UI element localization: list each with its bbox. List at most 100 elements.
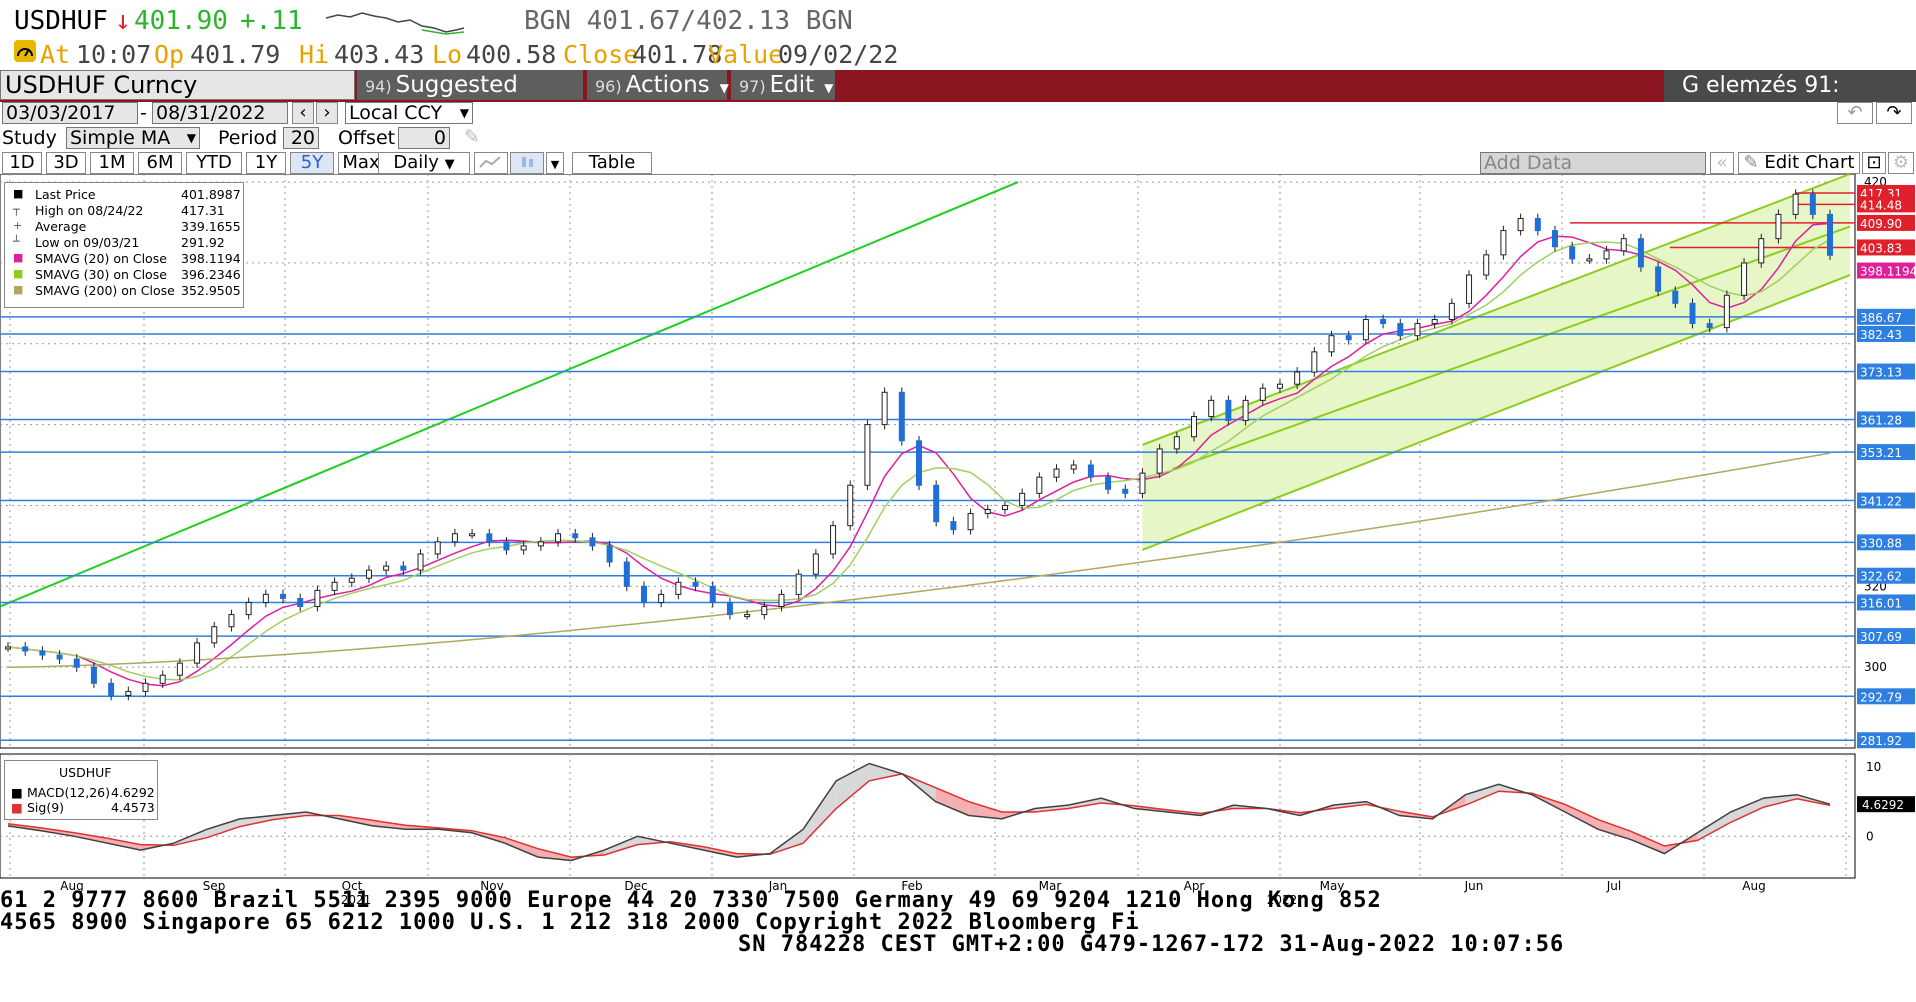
- next-period-button[interactable]: ›: [316, 102, 338, 124]
- range-button-6m[interactable]: 6M: [138, 152, 182, 174]
- value-date: 09/02/22: [778, 40, 899, 69]
- edit-chart-button[interactable]: ✎ Edit Chart: [1738, 152, 1860, 174]
- range-button-5y[interactable]: 5Y: [290, 152, 334, 174]
- range-button-ytd[interactable]: YTD: [186, 152, 242, 174]
- candle-body: [1053, 468, 1060, 478]
- candle-body: [675, 581, 682, 595]
- legend-value: 401.8987: [181, 187, 241, 202]
- value-label: Value: [708, 40, 784, 69]
- caret-down-icon: ▼: [186, 131, 196, 145]
- macd-axis-tick: 10: [1866, 760, 1881, 774]
- range-button-1y[interactable]: 1Y: [246, 152, 286, 174]
- pencil-icon[interactable]: ✎: [464, 126, 480, 148]
- candle-body: [383, 565, 390, 571]
- table-button[interactable]: Table: [572, 152, 652, 174]
- candle-body: [1603, 250, 1610, 260]
- redo-button[interactable]: ↷: [1876, 102, 1912, 124]
- price-label-box: [1857, 411, 1915, 428]
- candle-body: [1741, 262, 1748, 296]
- gear-icon[interactable]: ⚙: [1888, 152, 1914, 174]
- end-date-field[interactable]: 08/31/2022: [152, 102, 288, 124]
- quote-header: USDHUF ↓ 401.90 +.11 BGN 401.67/402.13 B…: [0, 0, 1916, 70]
- chart-settings-icon[interactable]: ⊡: [1862, 152, 1886, 174]
- price-label-box: [1857, 628, 1915, 645]
- caret-down-icon: ▼: [459, 106, 469, 120]
- macd-histogram-fill: [1564, 804, 1599, 830]
- candle-body: [1569, 246, 1576, 260]
- x-axis-month: Mar: [1039, 879, 1062, 893]
- range-button-1d[interactable]: 1D: [2, 152, 42, 174]
- candle-body: [520, 545, 527, 551]
- candle-body: [365, 569, 372, 579]
- currency-select[interactable]: Local CCY ▼: [345, 102, 473, 124]
- collapse-icon[interactable]: «: [1710, 152, 1734, 174]
- add-data-field[interactable]: Add Data: [1480, 152, 1706, 174]
- macd-line: [7, 762, 1831, 862]
- price-chart[interactable]: 300320420417.31414.48409.90403.83398.119…: [0, 174, 1916, 904]
- price-label-box: [1857, 732, 1915, 749]
- x-axis-month: Dec: [624, 879, 647, 893]
- macd-histogram-fill: [1598, 819, 1632, 840]
- quote-change: +.11: [240, 6, 303, 36]
- candle-body: [726, 601, 733, 616]
- candle-body: [1655, 266, 1662, 292]
- legend-value: 396.2346: [181, 267, 241, 282]
- caret-down-icon: ▼: [719, 81, 729, 95]
- candle-body: [1036, 476, 1043, 494]
- range-button-3d[interactable]: 3D: [46, 152, 86, 174]
- frequency-select[interactable]: Daily ▼: [378, 152, 470, 174]
- macd-legend-label: MACD(12,26): [27, 785, 111, 800]
- macd-histogram-fill: [1730, 798, 1764, 823]
- actions-label: Actions: [625, 72, 710, 98]
- caret-down-icon: ▼: [550, 158, 560, 171]
- security-field[interactable]: USDHUF Curncy: [0, 70, 355, 100]
- actions-button[interactable]: 96) Actions ▼: [587, 70, 729, 100]
- macd-histogram-fill: [869, 763, 903, 781]
- candle-body: [692, 581, 699, 587]
- candle-body: [950, 521, 957, 531]
- candle-body: [125, 690, 132, 696]
- edit-button[interactable]: 97) Edit ▼: [731, 70, 837, 100]
- offset-field[interactable]: 0: [398, 127, 450, 149]
- candle-body: [640, 585, 647, 603]
- candle-body: [1431, 319, 1438, 325]
- style-dropdown[interactable]: ▼: [546, 152, 564, 174]
- candle-style-icon[interactable]: [510, 152, 544, 174]
- price-label: 292.79: [1860, 690, 1902, 704]
- candle-body: [1500, 230, 1507, 256]
- candle-body: [864, 424, 871, 486]
- candle-body: [1672, 290, 1679, 304]
- legend-value: 398.1194: [181, 251, 241, 266]
- period-field[interactable]: 20: [283, 127, 319, 149]
- macd-histogram-fill: [206, 818, 240, 838]
- suggested-charts-button[interactable]: 94)Suggested Charts: [357, 70, 585, 130]
- line-style-icon[interactable]: [474, 152, 508, 174]
- candle-body: [1105, 476, 1112, 490]
- candle-body: [744, 614, 751, 618]
- candle-body: [108, 682, 115, 696]
- candle-body: [1345, 335, 1352, 341]
- price-label-box: [1857, 688, 1915, 705]
- study-select[interactable]: Simple MA ▼: [66, 127, 200, 149]
- candle-body: [623, 561, 630, 587]
- candle-body: [881, 391, 888, 426]
- bid-ask: BGN 401.67/402.13 BGN: [524, 6, 853, 36]
- candle-body: [1397, 323, 1404, 337]
- candle-body: [297, 597, 304, 608]
- start-date-field[interactable]: 03/03/2017: [2, 102, 138, 124]
- actions-num: 96): [595, 77, 622, 96]
- legend-swatch: ■: [13, 267, 24, 280]
- macd-legend-value: 4.6292: [111, 785, 155, 800]
- candle-body: [211, 626, 218, 644]
- candle-body: [933, 484, 940, 523]
- macd-histogram-fill: [935, 787, 969, 816]
- range-button-1m[interactable]: 1M: [90, 152, 134, 174]
- x-axis-month: Aug: [60, 879, 83, 893]
- prev-period-button[interactable]: ‹: [292, 102, 314, 124]
- x-axis-month: May: [1320, 879, 1345, 893]
- macd-histogram-fill: [339, 815, 373, 826]
- legend-swatch: +: [13, 219, 23, 232]
- x-axis-month: Feb: [901, 879, 922, 893]
- undo-button[interactable]: ↶: [1837, 102, 1873, 124]
- candle-body: [1208, 399, 1215, 418]
